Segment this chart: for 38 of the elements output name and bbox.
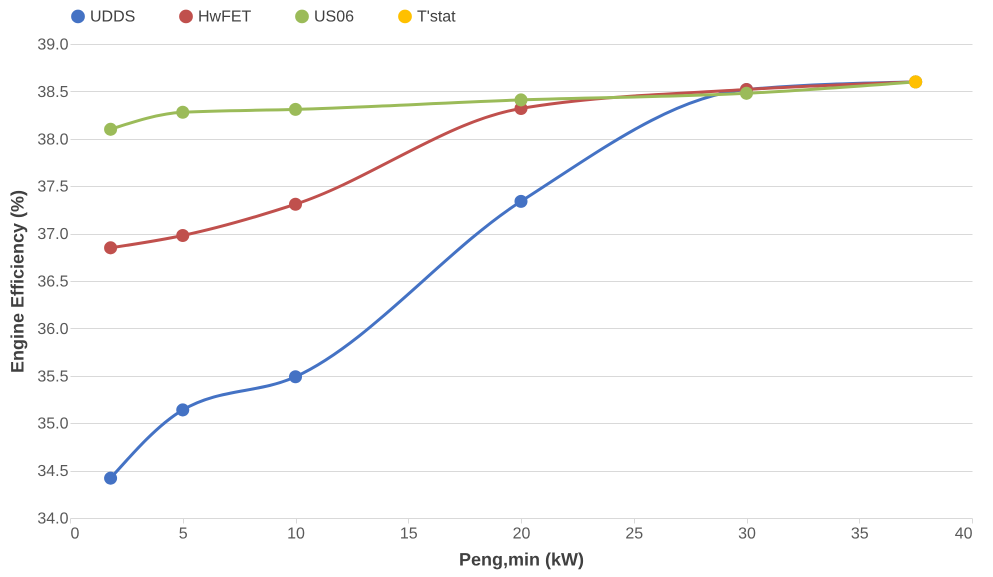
y-tick-label: 35.5	[37, 368, 69, 386]
x-tick-label: 0	[70, 526, 80, 542]
y-tick-label: 35.0	[37, 416, 69, 433]
y-tick-label: 34.5	[37, 463, 69, 480]
x-tick-label: 40	[954, 526, 973, 542]
point	[104, 472, 118, 485]
y-tick-label: 34.0	[37, 510, 69, 528]
point	[288, 102, 302, 116]
point	[176, 228, 190, 242]
point	[740, 86, 754, 100]
x-axis-title: Peng,min (kW)	[459, 550, 584, 570]
x-tick-label: 35	[850, 526, 869, 542]
x-tick-label: 5	[178, 526, 188, 542]
x-tick-label: 15	[400, 526, 418, 542]
legend-label: T'stat	[417, 8, 456, 26]
point	[288, 370, 302, 384]
legend-label: UDDS	[90, 8, 136, 26]
legend-label: HwFET	[198, 8, 252, 26]
point	[514, 194, 528, 208]
y-tick-label: 36.0	[37, 320, 69, 338]
y-tick-label: 37.0	[37, 226, 69, 244]
point	[514, 93, 528, 106]
y-tick-label: 37.5	[37, 178, 69, 196]
point	[104, 241, 118, 254]
point	[176, 106, 190, 119]
point	[104, 122, 118, 136]
y-tick-label: 38.5	[37, 84, 69, 101]
legend-label: US06	[314, 8, 354, 26]
x-tick-label: 25	[625, 526, 644, 542]
y-tick-label: 36.5	[37, 274, 69, 290]
x-tick-label: 30	[738, 526, 756, 542]
point	[176, 403, 190, 416]
y-axis-title: Engine Efficiency (%)	[7, 190, 28, 374]
y-tick-label: 38.0	[37, 131, 69, 148]
x-tick-label: 10	[287, 526, 305, 542]
x-tick-label: 20	[512, 526, 530, 542]
point	[288, 198, 302, 211]
y-tick-label: 39.0	[37, 36, 69, 54]
